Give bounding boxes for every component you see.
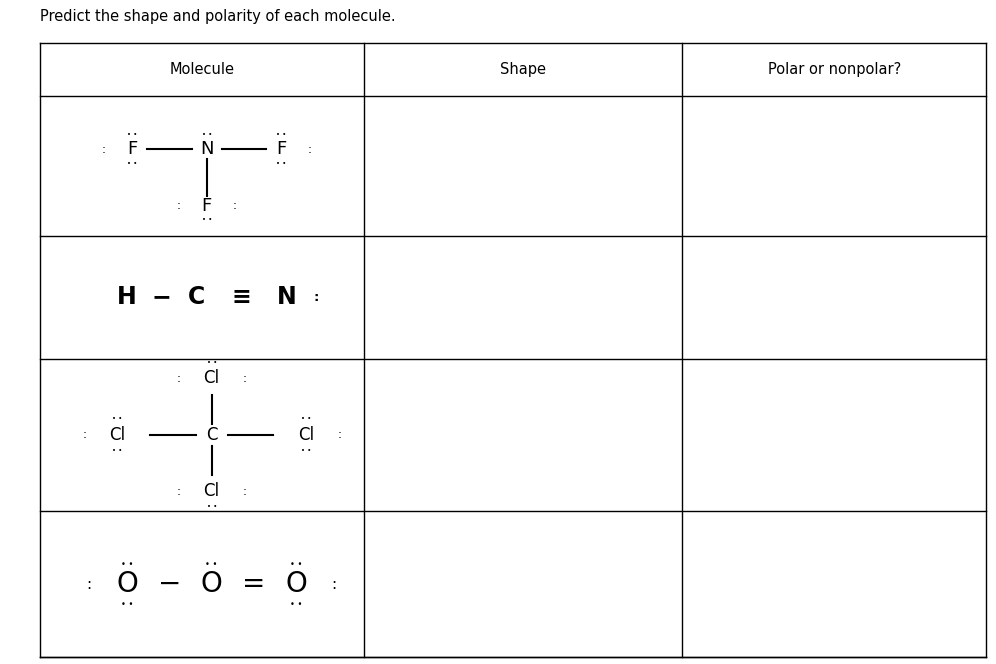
Text: O: O [117,570,137,598]
Text: Cl: Cl [203,369,220,388]
Text: :: : [102,143,107,156]
Text: • •: • • [206,359,217,366]
Text: C: C [188,285,205,309]
Text: :: : [242,485,247,498]
Text: • •: • • [201,131,212,138]
Text: :: : [87,577,92,592]
Text: ≡: ≡ [232,285,251,309]
Text: • •: • • [112,448,123,454]
Text: Cl: Cl [298,426,315,444]
Text: :: : [176,199,181,212]
Text: Shape: Shape [500,62,546,77]
Text: :: : [307,143,312,156]
Text: N: N [200,140,213,159]
Text: • •: • • [126,131,137,138]
Text: :: : [337,428,342,442]
Text: • •: • • [276,161,287,167]
Text: • •: • • [201,217,212,224]
Text: • •: • • [301,448,312,454]
Text: Predict the shape and polarity of each molecule.: Predict the shape and polarity of each m… [40,9,395,24]
Text: :: : [332,577,337,592]
Text: :: : [82,428,87,442]
Text: H: H [118,285,136,309]
Text: O: O [286,570,307,598]
Text: Polar or nonpolar?: Polar or nonpolar? [768,62,900,77]
Text: • •: • • [112,416,123,422]
Text: Cl: Cl [109,426,125,444]
Text: :: : [232,199,237,212]
Text: • •: • • [126,161,137,167]
Text: • •: • • [205,560,218,569]
Text: F: F [276,140,287,159]
Text: • •: • • [290,560,303,569]
Text: :: : [176,485,181,498]
Text: F: F [201,197,212,215]
Text: • •: • • [301,416,312,422]
Text: Cl: Cl [203,482,220,501]
Text: • •: • • [121,560,133,569]
Text: • •: • • [206,504,217,511]
Text: −: − [157,570,181,598]
Text: • •: • • [121,600,133,609]
Text: :: : [314,291,319,303]
Text: :: : [176,372,181,385]
Text: N: N [277,285,296,309]
Text: F: F [126,140,137,159]
Text: −: − [152,285,171,309]
Text: :: : [242,372,247,385]
Text: O: O [201,570,222,598]
Text: Molecule: Molecule [169,62,234,77]
Text: C: C [206,426,217,444]
Text: =: = [242,570,266,598]
Text: • •: • • [276,131,287,138]
Text: • •: • • [290,600,303,609]
